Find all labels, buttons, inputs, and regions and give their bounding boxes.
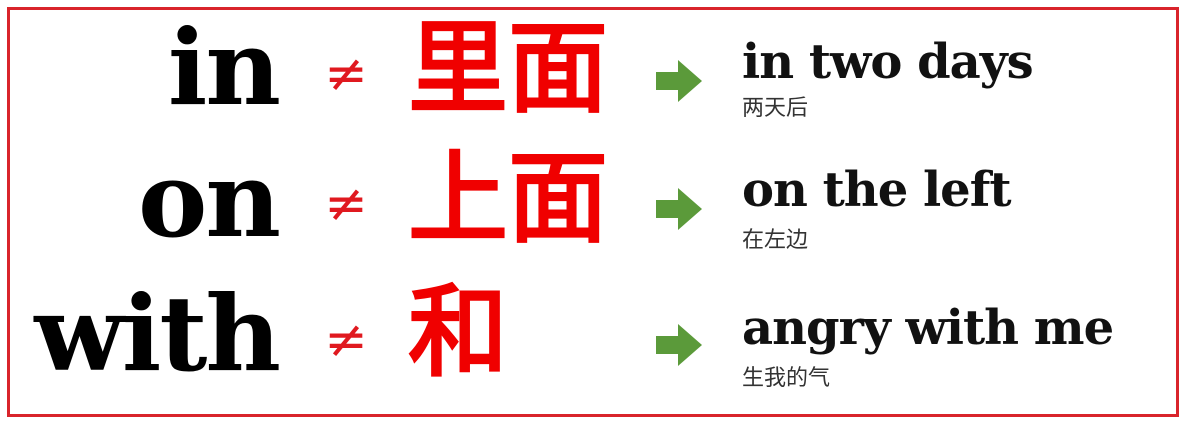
example-translation: 在左边	[742, 228, 809, 253]
english-word-with: with	[34, 272, 281, 395]
english-word-on: on	[138, 138, 281, 261]
slide-frame	[7, 7, 1179, 417]
example-phrase: angry with me	[742, 300, 1114, 356]
example-translation: 两天后	[742, 96, 809, 121]
row-with: with ≠ 和 angry with me 生我的气	[0, 0, 1189, 390]
not-equal-symbol: ≠	[324, 44, 368, 104]
example-phrase: on the left	[742, 162, 1012, 218]
not-equal-symbol: ≠	[324, 310, 368, 370]
example-phrase: in two days	[742, 34, 1034, 90]
chinese-word-shangmian: 上面	[408, 139, 608, 257]
right-arrow-icon	[656, 60, 702, 102]
chinese-word-limian: 里面	[408, 9, 608, 127]
row-on: on ≠ 上面 on the left 在左边	[0, 0, 1189, 252]
row-in: in ≠ 里面 in two days 两天后	[0, 0, 1189, 130]
example-translation: 生我的气	[742, 366, 831, 391]
right-arrow-icon	[656, 324, 702, 366]
english-word-in: in	[167, 6, 281, 129]
not-equal-symbol: ≠	[324, 174, 368, 234]
right-arrow-icon	[656, 188, 702, 230]
chinese-word-he: 和	[408, 273, 508, 391]
